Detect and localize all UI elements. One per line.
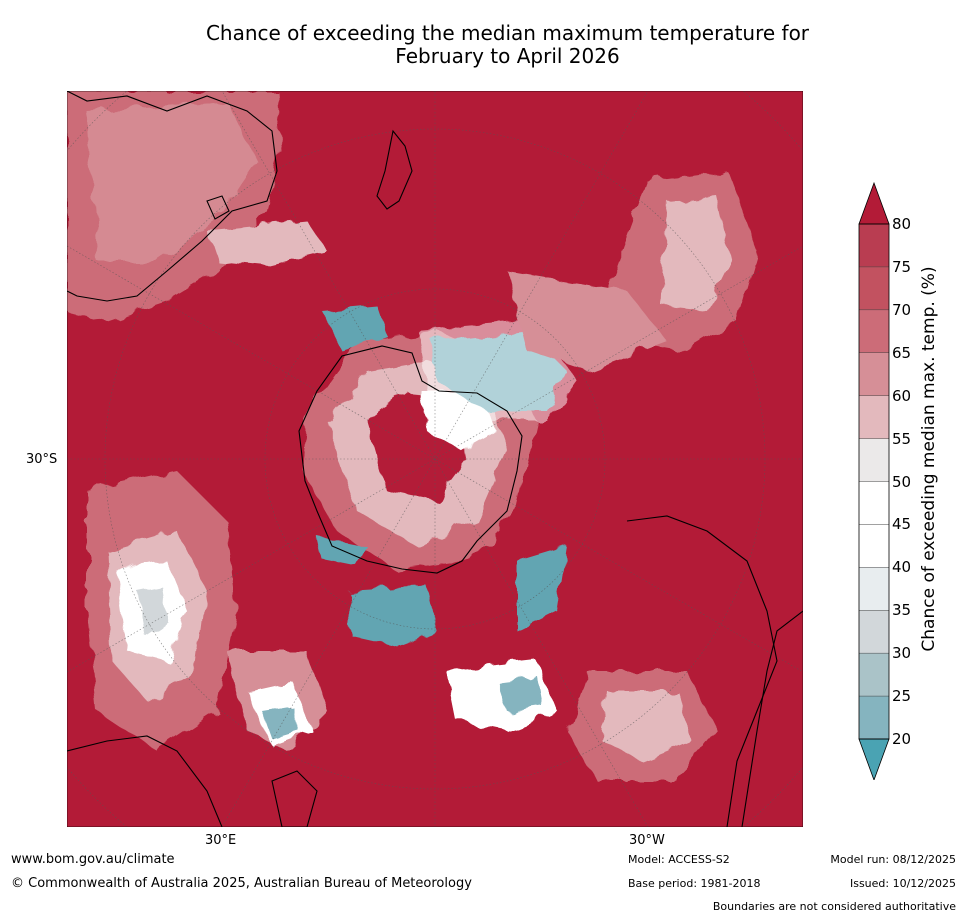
coastlines xyxy=(67,91,803,827)
region-wilkes-blue xyxy=(317,536,367,566)
colorbar-band xyxy=(859,438,889,482)
footer-disclaimer: Boundaries are not considered authoritat… xyxy=(712,900,956,913)
colorbar-band xyxy=(859,567,889,611)
colorbar-tick-label: 65 xyxy=(892,343,912,362)
map-title: Chance of exceeding the median maximum t… xyxy=(100,22,915,68)
colorbar-tick-label: 55 xyxy=(892,429,912,448)
colorbar-title: Chance of exceeding median max. temp. (%… xyxy=(919,266,939,652)
region-amery-blue xyxy=(322,306,387,351)
region-ross-blue xyxy=(347,586,437,646)
colorbar-band xyxy=(859,653,889,697)
lon-label-30w: 30°W xyxy=(629,833,665,848)
colorbar-bands xyxy=(859,224,889,740)
colorbar-tick-label: 40 xyxy=(892,558,912,577)
graticule-circle-inner xyxy=(264,288,606,630)
colorbar-under-triangle xyxy=(858,738,890,780)
region-tasman-band xyxy=(207,221,327,266)
map-title-line2: February to April 2026 xyxy=(395,44,620,68)
colorbar-tick-label: 35 xyxy=(892,601,912,620)
coastline-south-america xyxy=(626,515,778,827)
coastline-south-america-west xyxy=(741,610,803,827)
colorbar-band xyxy=(859,481,889,525)
colorbar-tick-label: 80 xyxy=(892,215,912,233)
coastline-antarctica xyxy=(298,345,523,574)
colorbar-tick-label: 20 xyxy=(892,730,912,748)
coastline-new-zealand xyxy=(376,129,413,210)
colorbar-band xyxy=(859,266,889,311)
colorbar-tick-label: 45 xyxy=(892,515,912,534)
colorbar xyxy=(858,181,890,780)
colorbar-tick-label: 75 xyxy=(892,257,912,276)
probability-map xyxy=(67,91,803,827)
coastline-africa xyxy=(67,735,223,827)
region-atlantic-streak xyxy=(507,271,667,371)
colorbar-tick-label: 30 xyxy=(892,644,912,663)
footer-base-period: Base period: 1981-2018 xyxy=(628,877,761,890)
footer-copyright: © Commonwealth of Australia 2025, Austra… xyxy=(11,876,472,891)
region-indian-blue xyxy=(262,706,299,739)
colorbar-tick-label: 70 xyxy=(892,300,912,319)
region-atlantic-light xyxy=(662,196,732,311)
region-africa-grey xyxy=(137,586,167,636)
colorbar-tick-label: 50 xyxy=(892,472,912,491)
colorbar-band xyxy=(859,395,889,440)
footer-website[interactable]: www.bom.gov.au/climate xyxy=(11,852,175,867)
region-bellingshausen-blue xyxy=(517,546,567,631)
colorbar-band xyxy=(859,696,889,740)
colorbar-band xyxy=(859,224,889,268)
coastline-australia xyxy=(67,91,278,302)
colorbar-band xyxy=(859,524,889,568)
colorbar-band xyxy=(859,610,889,654)
coastline-tasmania xyxy=(206,195,230,220)
region-pacific-blue xyxy=(497,676,542,711)
lon-label-30e: 30°E xyxy=(205,833,237,848)
colorbar-frame xyxy=(858,223,890,740)
graticule xyxy=(67,91,803,827)
footer-issued: Issued: 10/12/2025 xyxy=(849,877,956,890)
footer-model-run: Model run: 08/12/2025 xyxy=(830,853,956,866)
footer-model: Model: ACCESS-S2 xyxy=(628,853,730,866)
colorbar-tick-label: 60 xyxy=(892,386,912,405)
region-pacific-light xyxy=(602,691,692,761)
colorbar-tick-label: 25 xyxy=(892,687,912,706)
colorbar-band xyxy=(859,309,889,354)
region-australia-inner xyxy=(87,101,257,261)
coastline-madagascar xyxy=(271,770,318,827)
lat-label-30s: 30°S xyxy=(26,452,58,467)
colorbar-over-triangle xyxy=(858,181,890,225)
colorbar-band xyxy=(859,352,889,397)
map-title-line1: Chance of exceeding the median maximum t… xyxy=(205,21,810,45)
